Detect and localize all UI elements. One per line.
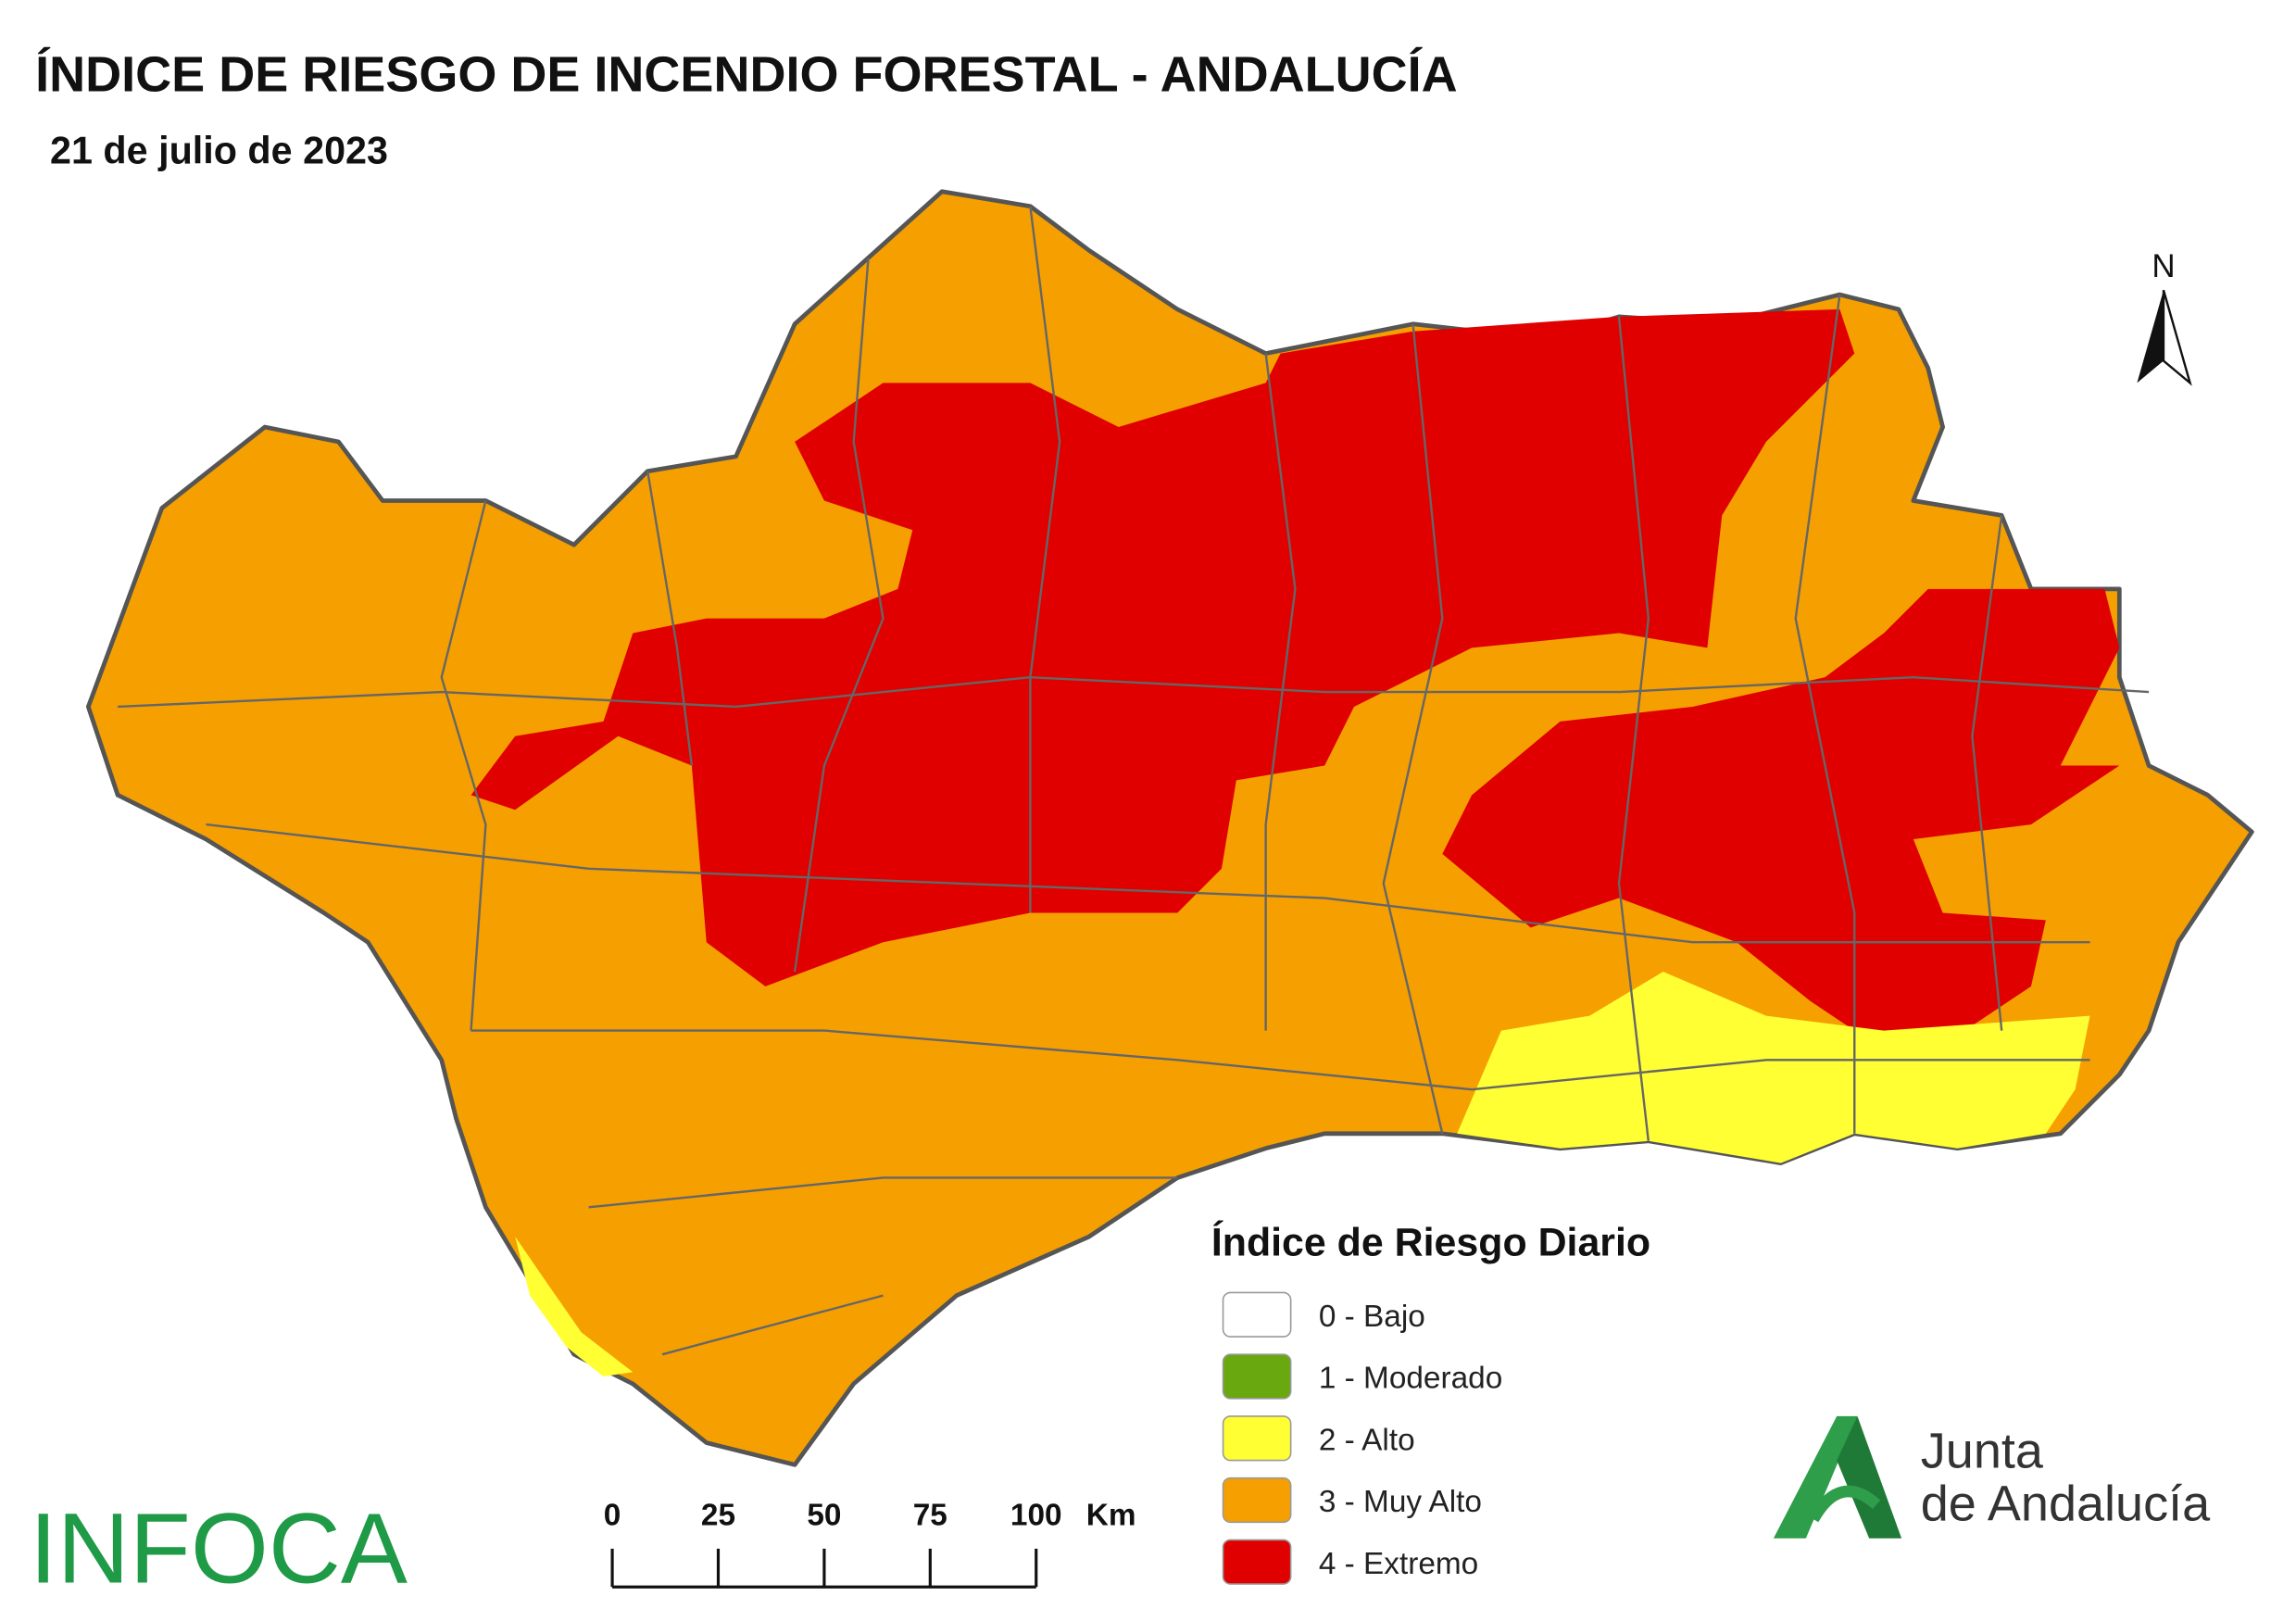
map-date: 21 de julio de 2023 (50, 130, 388, 172)
legend-title: Índice de Riesgo Diario (1211, 1221, 1650, 1265)
region-alto (1457, 972, 2090, 1163)
legend-label: 0 - Bajo (1319, 1300, 1425, 1334)
map-title: ÍNDICE DE RIESGO DE INCENDIO FORESTAL - … (35, 47, 1458, 103)
scale-tick-label: 50 (807, 1499, 841, 1533)
scale-tick-label: 25 (701, 1499, 735, 1533)
junta-logo-mark (1837, 1415, 1902, 1539)
infoca-logo: INFOCA (30, 1491, 408, 1603)
border-lines (118, 675, 2150, 1356)
junta-logo-mark (1808, 1485, 1881, 1523)
legend-label: 3 - Muy Alto (1319, 1485, 1482, 1519)
junta-logo: Junta de Andalucía (1773, 1415, 2211, 1539)
legend-label: 4 - Extremo (1319, 1547, 1478, 1581)
legend-swatch (1222, 1353, 1292, 1400)
scale-tick-label: 75 (913, 1499, 947, 1533)
region-alto (515, 1237, 634, 1377)
legend: Índice de Riesgo Diario 0 - Bajo 1 - Mode… (1211, 1221, 1650, 1585)
legend-swatch (1222, 1415, 1292, 1462)
legend-label: 2 - Alto (1319, 1423, 1415, 1457)
region-map (85, 189, 2254, 1467)
municipal-borders (118, 206, 2150, 1356)
border-lines (440, 206, 2003, 1141)
region-extremo (1442, 588, 2120, 1046)
north-label: N (2152, 248, 2175, 284)
legend-swatch (1222, 1291, 1292, 1338)
legend-swatch (1222, 1476, 1292, 1524)
scale-bar: 0 25 50 75 100 Km (604, 1499, 1136, 1589)
junta-logo-text: Junta (1921, 1424, 2044, 1479)
scale-tick-label: 0 (604, 1499, 621, 1533)
scale-unit: Km (1086, 1499, 1136, 1533)
scale-tick-label: 100 (1010, 1499, 1062, 1533)
legend-swatch (1222, 1539, 1292, 1585)
legend-label: 1 - Moderado (1319, 1362, 1502, 1396)
junta-logo-mark (1773, 1415, 1858, 1539)
junta-logo-text: de Andalucía (1921, 1476, 2211, 1532)
north-arrow-right (2162, 289, 2192, 386)
